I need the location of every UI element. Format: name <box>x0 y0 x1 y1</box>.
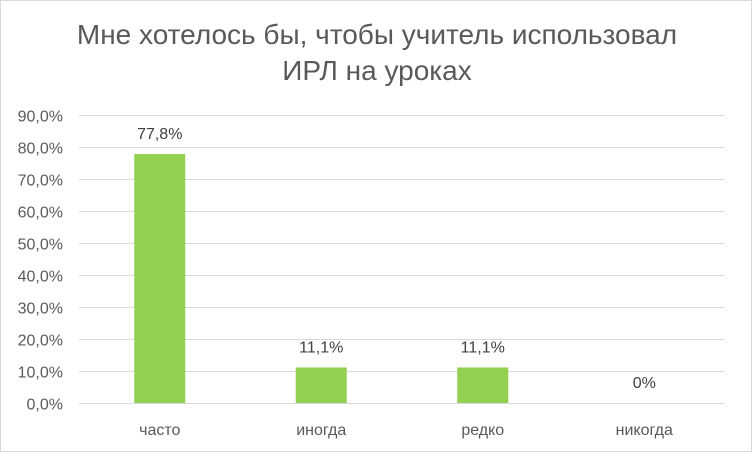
y-tick-label: 30,0% <box>18 301 63 318</box>
data-label: 11,1% <box>461 339 505 356</box>
data-label: 11,1% <box>299 339 343 356</box>
chart-title-line-1: Мне хотелось бы, чтобы учитель использов… <box>76 19 678 50</box>
chart-title-line-2: ИРЛ на уроках <box>282 55 472 86</box>
x-category-label: часто <box>139 422 180 439</box>
data-label: 77,8% <box>137 126 182 143</box>
data-label: 0% <box>633 375 656 392</box>
y-tick-label: 40,0% <box>18 269 63 286</box>
y-tick-label: 10,0% <box>18 365 63 382</box>
bar <box>457 367 509 403</box>
x-category-label: редко <box>461 422 504 439</box>
y-tick-label: 90,0% <box>18 109 63 126</box>
y-tick-label: 80,0% <box>18 141 63 158</box>
y-tick-label: 50,0% <box>18 237 63 254</box>
y-tick-label: 60,0% <box>18 205 63 222</box>
bar <box>295 367 347 403</box>
y-tick-label: 70,0% <box>18 173 63 190</box>
bar <box>134 154 186 403</box>
y-tick-label: 0,0% <box>27 397 63 414</box>
chart-title: Мне хотелось бы, чтобы учитель использов… <box>1 17 752 89</box>
x-category-label: иногда <box>296 422 346 439</box>
x-category-label: никогда <box>616 422 673 439</box>
y-tick-label: 20,0% <box>18 333 63 350</box>
